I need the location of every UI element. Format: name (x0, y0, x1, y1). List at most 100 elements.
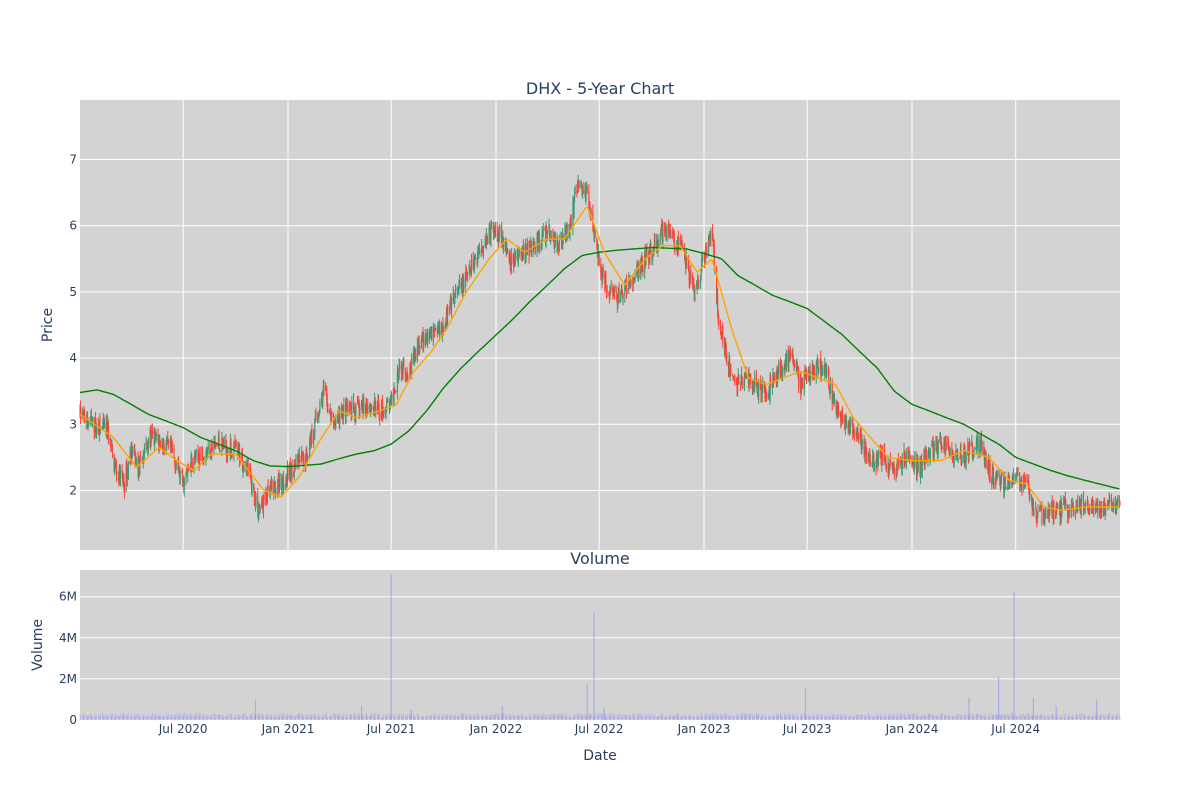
candle-body (375, 405, 377, 414)
candle-body (833, 397, 835, 403)
candle-body (439, 326, 441, 336)
volume-bar (878, 714, 879, 720)
price-plot-area[interactable] (80, 100, 1120, 550)
candle-body (613, 289, 615, 291)
candle-body (988, 460, 990, 477)
candle-body (847, 424, 849, 430)
candle-body (396, 371, 398, 392)
candle-body (342, 412, 344, 420)
candle-body (271, 481, 273, 488)
candle-body (997, 474, 999, 475)
candle-body (488, 227, 490, 244)
volume-bar (1007, 714, 1009, 720)
volume-bar (354, 716, 356, 720)
candle-body (458, 282, 461, 289)
candle-body (239, 462, 241, 463)
candle-body (711, 230, 714, 234)
volume-bar (993, 715, 994, 720)
candle-body (1075, 511, 1077, 513)
volume-bar (713, 716, 715, 720)
volume-bar (732, 715, 733, 720)
volume-bar (562, 713, 564, 720)
candle-body (860, 436, 862, 450)
candle-body (613, 288, 616, 293)
volume-bar (530, 714, 532, 720)
candle-body (827, 370, 829, 372)
candle-body (97, 424, 99, 433)
candle-body (473, 269, 475, 271)
candle-body (383, 408, 385, 415)
volume-bar (113, 717, 115, 720)
volume-bar (83, 713, 84, 720)
candle-body (147, 440, 149, 448)
volume-bar (422, 716, 424, 720)
candle-body (1035, 507, 1037, 509)
volume-bar (830, 715, 831, 720)
volume-bar (794, 717, 795, 720)
volume-bar (1103, 713, 1105, 720)
candle-body (616, 299, 618, 306)
candle-body (693, 282, 695, 288)
volume-bar (529, 713, 530, 720)
candle-body (405, 372, 408, 375)
candle-body (253, 483, 255, 490)
volume-bar (760, 717, 761, 720)
candle-body (262, 502, 264, 510)
volume-bar (436, 715, 438, 720)
volume-bar (515, 715, 516, 720)
candle-body (686, 258, 688, 262)
volume-bar (1000, 716, 1002, 720)
volume-bar (353, 717, 354, 720)
volume-bar (1116, 715, 1118, 720)
volume-bar (532, 713, 534, 720)
candle-body (876, 452, 878, 461)
volume-bar (91, 715, 93, 720)
candle-body (509, 256, 511, 265)
candle-body (198, 457, 200, 465)
candle-body (645, 249, 647, 257)
candle-body (609, 290, 612, 292)
candle-body (582, 189, 584, 195)
candle-body (424, 334, 426, 346)
volume-spike-bar (390, 574, 392, 720)
volume-bar (422, 716, 423, 720)
volume-bar (866, 715, 867, 720)
volume-bar (214, 714, 216, 720)
volume-bar (299, 713, 301, 720)
candle-body (1055, 512, 1057, 519)
volume-bar (126, 714, 128, 720)
candle-body (211, 444, 213, 454)
candle-body (901, 464, 903, 469)
candle-body (205, 456, 207, 459)
candle-body (785, 356, 787, 367)
volume-bar (1048, 717, 1050, 720)
candle-body (322, 391, 324, 404)
volume-bar (1091, 716, 1092, 720)
volume-bar (1115, 716, 1117, 720)
candle-body (259, 507, 261, 512)
candle-body (1097, 504, 1099, 514)
candle-body (688, 271, 690, 280)
candle-body (642, 268, 644, 271)
volume-bar (977, 713, 978, 720)
volume-bar (1047, 714, 1049, 720)
volume-bar (621, 717, 622, 720)
volume-plot-area[interactable] (80, 570, 1120, 720)
volume-bar (334, 716, 336, 720)
volume-bar (850, 715, 851, 720)
volume-bar (114, 716, 116, 720)
volume-bar (606, 715, 608, 720)
candle-body (1021, 483, 1023, 490)
volume-bar (460, 714, 462, 720)
candle-body (665, 234, 667, 237)
candle-body (107, 425, 109, 437)
volume-bar (1051, 714, 1053, 720)
candle-body (943, 442, 946, 444)
volume-bar (482, 713, 484, 720)
volume-bar (840, 713, 842, 720)
volume-bar (989, 714, 990, 720)
price-y-tick-label: 7 (69, 153, 77, 167)
candle-body (764, 391, 767, 398)
volume-bar (246, 715, 247, 720)
candle-body (576, 190, 578, 194)
